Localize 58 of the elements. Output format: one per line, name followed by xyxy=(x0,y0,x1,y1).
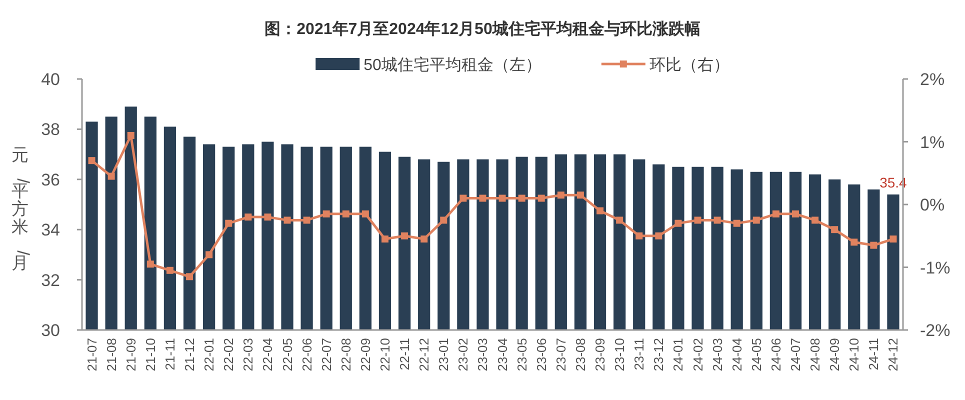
x-tick-label: 22-05 xyxy=(280,338,295,372)
title: 图：2021年7月至2024年12月50城住宅平均租金与环比涨跌幅 xyxy=(264,21,700,38)
x-tick-label: 24-07 xyxy=(788,338,803,372)
y2-tick-label: -1% xyxy=(920,258,950,278)
y2-tick-label: 2% xyxy=(920,70,945,89)
x-tick-label: 22-01 xyxy=(202,338,217,372)
x-tick-label: 24-05 xyxy=(748,338,764,372)
x-tick-label: 24-09 xyxy=(827,338,842,372)
x-tick-label: 21-08 xyxy=(104,338,119,372)
x-tick-label: 23-09 xyxy=(592,338,608,372)
y-tick-label: 40 xyxy=(41,70,60,89)
x-tick-label: 23-07 xyxy=(553,338,568,372)
x-tick-label: 21-11 xyxy=(162,338,178,370)
x-tick-label: 21-12 xyxy=(182,338,197,372)
x-tick-label: 24-02 xyxy=(690,338,706,372)
x-tick-label: 24-10 xyxy=(846,338,862,372)
x-tick-label: 23-03 xyxy=(475,338,490,372)
y-tick-label: 36 xyxy=(41,170,60,190)
x-tick-label: 23-10 xyxy=(612,338,628,372)
x-tick-label: 24-12 xyxy=(886,338,901,372)
y-tick-label: 32 xyxy=(41,270,60,290)
x-tick-label: 22-10 xyxy=(378,338,392,372)
x-tick-label: 24-03 xyxy=(710,338,725,372)
x-tick-label: 24-11 xyxy=(866,338,882,370)
x-tick-label: 22-02 xyxy=(221,338,236,372)
x-tick-label: 24-01 xyxy=(670,338,686,372)
legend-label: 50城住宅平均租金（左） xyxy=(364,57,542,74)
x-tick-label: 22-04 xyxy=(260,338,276,372)
y-tick-label: 30 xyxy=(41,321,60,340)
x-tick-label: 24-04 xyxy=(729,338,744,372)
y2-tick-label: 0% xyxy=(920,196,945,214)
x-tick-label: 24-06 xyxy=(768,338,784,372)
x-tick-label: 23-04 xyxy=(494,338,510,372)
x-tick-label: 21-09 xyxy=(123,338,138,372)
x-tick-label: 22-12 xyxy=(416,338,432,372)
x-tick-label: 22-03 xyxy=(240,338,256,372)
x-tick-label: 23-02 xyxy=(456,338,471,372)
x-tick-label: 23-06 xyxy=(534,338,549,372)
x-tick-label: 23-12 xyxy=(651,338,666,372)
y-axis-title: 元/平方米/月 xyxy=(12,146,33,272)
x-tick-label: 22-06 xyxy=(299,338,314,372)
y2-tick-label: 1% xyxy=(920,132,945,152)
x-tick-label: 23-05 xyxy=(514,338,530,372)
x-tick-label: 24-08 xyxy=(808,338,823,372)
y2-tick-label: -2% xyxy=(920,321,950,340)
x-tick-label: 21-10 xyxy=(142,338,158,372)
x-tick-label: 22-09 xyxy=(358,338,373,372)
x-tick-label: 23-08 xyxy=(572,338,588,372)
x-tick-label: 21-07 xyxy=(84,338,100,372)
x-tick-label: 22-08 xyxy=(338,338,354,372)
data-label: 35.4 xyxy=(880,174,907,190)
x-tick-label: 23-01 xyxy=(436,338,452,372)
y-tick-label: 34 xyxy=(41,220,60,240)
x-tick-label: 22-11 xyxy=(397,338,412,370)
y-tick-label: 38 xyxy=(41,120,60,140)
legend-label: 环比（右） xyxy=(649,57,730,74)
x-tick-label: 23-11 xyxy=(632,338,647,370)
x-tick-label: 22-07 xyxy=(318,338,334,372)
